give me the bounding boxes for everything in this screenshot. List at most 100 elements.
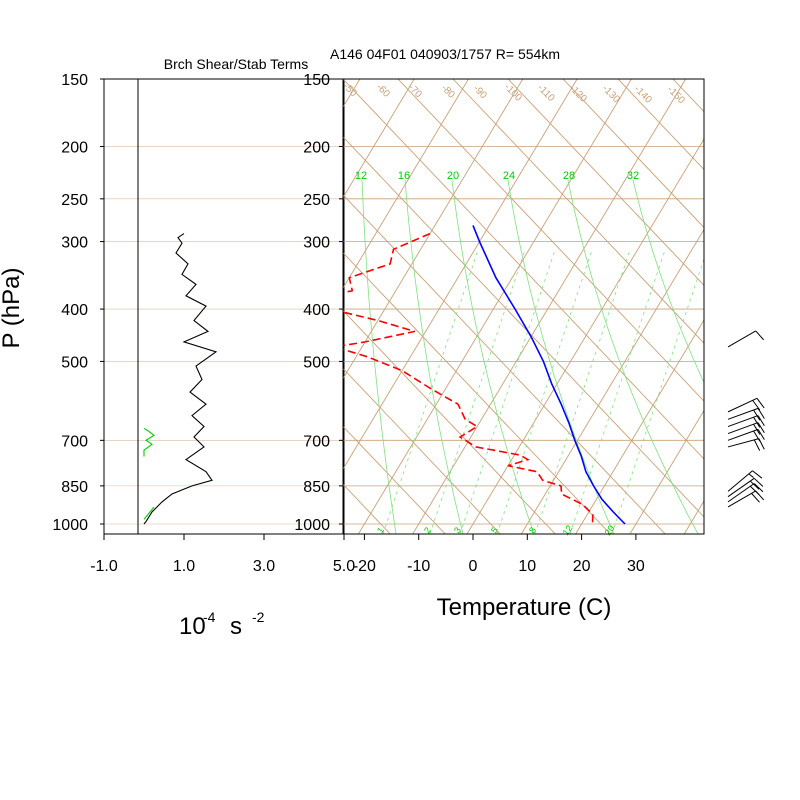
dry-adiabat-line (343, 425, 446, 534)
dry-adiabat-line (562, 79, 704, 229)
skewt-background-grid (0, 79, 800, 534)
isotherm-line (683, 500, 704, 534)
svg-text:-4: -4 (203, 609, 216, 625)
mixing-ratio-label: 3 (452, 525, 463, 535)
x-axis-label: Temperature (C) (437, 594, 612, 621)
mixing-ratio-line (534, 249, 631, 534)
isotherm-line (358, 79, 632, 534)
left-y-tick-label: 850 (61, 479, 88, 496)
shear-stab-green-line-lower (143, 506, 155, 520)
wind-barb-staff (727, 477, 755, 498)
isotherm-label: -130 (600, 83, 622, 105)
isotherm-label: -90 (471, 83, 489, 101)
mixing-ratio-label: 2 (422, 525, 433, 535)
wind-barb-staff (727, 415, 759, 428)
wind-barb-flag (757, 429, 765, 440)
isotherm-label: -100 (502, 82, 524, 104)
isotherm-label: -120 (567, 83, 589, 105)
sounding-header: A146 04F01 040903/1757 R= 554km (330, 46, 560, 62)
left-y-tick-label: 150 (61, 72, 88, 89)
wind-barb (727, 490, 765, 508)
main-y-tick-label: 200 (303, 139, 330, 156)
wind-barb-flag (758, 438, 765, 450)
main-x-tick-label: 0 (469, 558, 478, 575)
mixing-ratio-line (429, 249, 526, 534)
main-x-tick-label: 20 (573, 558, 591, 575)
main-y-tick-label: 250 (303, 192, 330, 209)
left-panel-grid (104, 78, 344, 525)
dry-adiabat-line (343, 367, 501, 534)
left-x-tick-label: 3.0 (253, 558, 275, 575)
main-x-tick-label: 10 (518, 558, 536, 575)
isotherm-line (412, 79, 687, 534)
dewpoint-profile-line (343, 232, 594, 525)
left-panel-frame (103, 78, 345, 535)
moist-adiabat-label: 28 (563, 170, 575, 182)
wind-barb (727, 477, 764, 498)
isotherm-line (575, 319, 704, 534)
left-y-tick-label: 1000 (52, 517, 88, 534)
wind-barbs (727, 330, 765, 508)
wind-barb-flag (753, 409, 761, 421)
isotherm-label: -110 (535, 83, 557, 105)
left-y-tick-label: 500 (61, 354, 88, 371)
isotherm-label: -150 (665, 84, 687, 106)
left-panel-ticks: 150 200 250 300 400 500 700 850 1000 -1.0 1.0 3.0 5.… (52, 72, 355, 575)
mixing-ratio-line (459, 249, 556, 534)
shear-stab-black-line (143, 233, 218, 525)
isotherm-label: -140 (632, 84, 654, 106)
dry-adiabat-line (343, 252, 611, 534)
isotherm-label: -80 (439, 83, 457, 101)
svg-text:s: s (230, 613, 242, 640)
main-y-tick-label: 850 (303, 479, 330, 496)
wind-barb-staff (727, 428, 759, 441)
main-x-tick-label: -10 (407, 558, 430, 575)
wind-barb-flag (753, 439, 761, 451)
isotherm-line (629, 409, 704, 534)
main-y-tick-label: 300 (303, 235, 330, 252)
wind-barb (727, 438, 765, 451)
shear-stab-green-line-upper (143, 427, 155, 457)
left-y-tick-label: 300 (61, 235, 88, 252)
dry-adiabat-line (343, 79, 704, 460)
wind-barb-flag (753, 477, 764, 487)
left-y-tick-label: 700 (61, 433, 88, 450)
moist-adiabat-label: 16 (398, 170, 410, 182)
dry-adiabat-line (0, 79, 335, 534)
isotherm-line (343, 79, 469, 290)
wind-barb-flag (752, 470, 763, 479)
svg-text:-2: -2 (252, 609, 265, 625)
wind-barb (727, 330, 765, 348)
main-panel-frame (342, 78, 705, 535)
main-y-tick-label: 700 (303, 433, 330, 450)
mixing-ratio-label: 20 (603, 523, 617, 537)
mixing-ratio-line (569, 249, 666, 534)
left-units-label: 10 -4 s -2 (179, 609, 265, 640)
dry-adiabat-line (783, 79, 800, 534)
dry-adiabat-line (452, 79, 704, 344)
left-x-tick-label: -1.0 (90, 558, 118, 575)
moist-adiabat-line (567, 179, 699, 534)
isotherm-label: -70 (406, 82, 424, 100)
moist-adiabat-line (404, 179, 464, 534)
dry-adiabat-line (0, 79, 225, 534)
wind-barb-staff (727, 438, 760, 448)
dry-adiabat-line (343, 309, 556, 534)
dry-adiabat-line (0, 79, 280, 534)
main-y-tick-label: 150 (303, 72, 330, 89)
isotherm-line (343, 79, 415, 199)
wind-barb (727, 470, 763, 492)
dry-adiabat-line (672, 79, 704, 113)
left-x-tick-label: 5.0 (333, 558, 355, 575)
wind-barb-flag (751, 493, 760, 503)
mixing-ratio-label: 12 (561, 523, 575, 537)
wind-barb-flag (749, 480, 760, 490)
moist-adiabat-line (451, 179, 535, 534)
moist-adiabat-line (361, 179, 397, 534)
wind-barb-flag (755, 330, 765, 341)
wind-barb (727, 415, 765, 428)
moist-adiabat-label: 20 (447, 170, 459, 182)
wind-barb-flag (753, 416, 761, 428)
